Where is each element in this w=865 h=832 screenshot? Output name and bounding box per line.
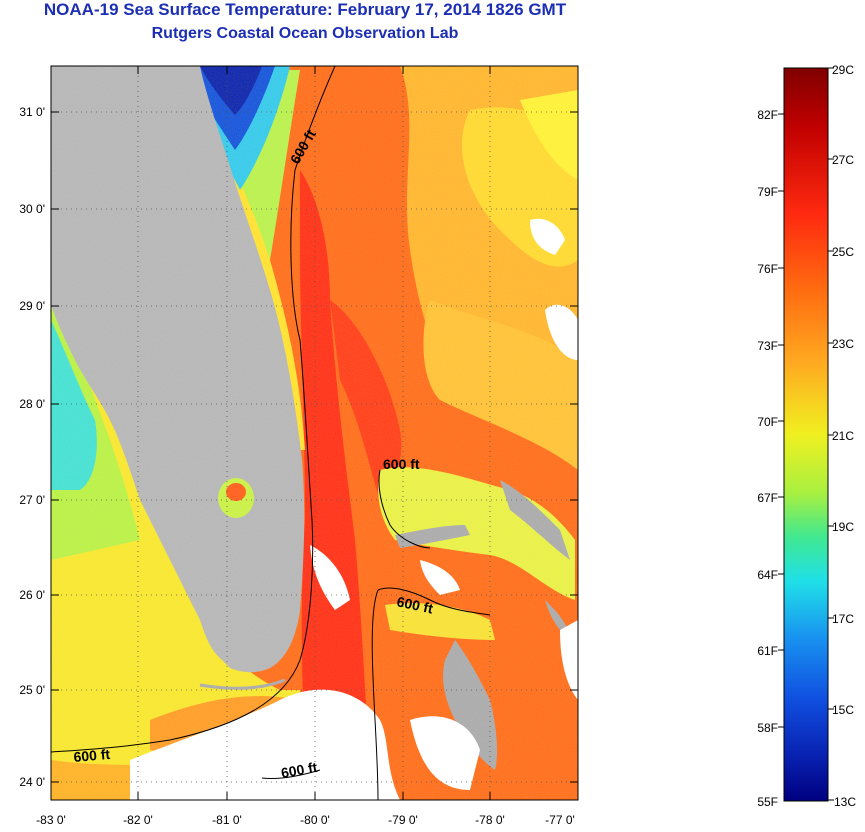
colorbar-celsius-label: 29C — [832, 63, 854, 77]
lon-label: -77 0' — [545, 813, 575, 827]
contour-label: 600 ft — [73, 746, 111, 765]
colorbar-fahrenheit-label: 64F — [757, 568, 778, 582]
map-subtitle: Rutgers Coastal Ocean Observation Lab — [151, 25, 459, 42]
colorbar-fahrenheit-label: 76F — [757, 262, 778, 276]
colorbar-fahrenheit-label: 61F — [757, 644, 778, 658]
colorbar-celsius-label: 13C — [834, 795, 856, 809]
lon-label: -80 0' — [300, 813, 330, 827]
colorbar-celsius-label: 25C — [832, 245, 854, 259]
lon-label: -78 0' — [475, 813, 505, 827]
contour-label: 600 ft — [395, 593, 434, 616]
colorbar-fahrenheit-label: 58F — [757, 721, 778, 735]
lat-label: 25 0' — [19, 683, 45, 697]
colorbar-fahrenheit-label: 55F — [757, 795, 778, 809]
colorbar-fahrenheit-label: 70F — [757, 415, 778, 429]
colorbar-fahrenheit-label: 82F — [757, 108, 778, 122]
lat-label: 30 0' — [19, 202, 45, 216]
contour-label: 600 ft — [280, 759, 319, 781]
lon-label: -82 0' — [123, 813, 153, 827]
colorbar — [783, 67, 829, 802]
lat-label: 28 0' — [19, 397, 45, 411]
lon-label: -83 0' — [36, 813, 66, 827]
colorbar-celsius-label: 17C — [832, 612, 854, 626]
colorbar-celsius-label: 19C — [832, 520, 854, 534]
lat-label: 24 0' — [19, 775, 45, 789]
colorbar-fahrenheit-label: 67F — [757, 491, 778, 505]
lat-label: 29 0' — [19, 299, 45, 313]
lon-label: -81 0' — [212, 813, 242, 827]
isobath-contours — [51, 66, 491, 800]
colorbar-celsius-label: 21C — [832, 429, 854, 443]
lat-label: 26 0' — [19, 588, 45, 602]
lat-label: 27 0' — [19, 493, 45, 507]
colorbar-celsius-label: 15C — [832, 703, 854, 717]
colorbar-celsius-label: 27C — [832, 153, 854, 167]
lon-label: -79 0' — [388, 813, 418, 827]
colorbar-celsius-label: 23C — [832, 337, 854, 351]
colorbar-fahrenheit-label: 79F — [757, 185, 778, 199]
map-title: NOAA-19 Sea Surface Temperature: Februar… — [43, 0, 567, 19]
lat-label: 31 0' — [19, 105, 45, 119]
colorbar-fahrenheit-label: 73F — [757, 339, 778, 353]
contour-label: 600 ft — [383, 456, 420, 472]
